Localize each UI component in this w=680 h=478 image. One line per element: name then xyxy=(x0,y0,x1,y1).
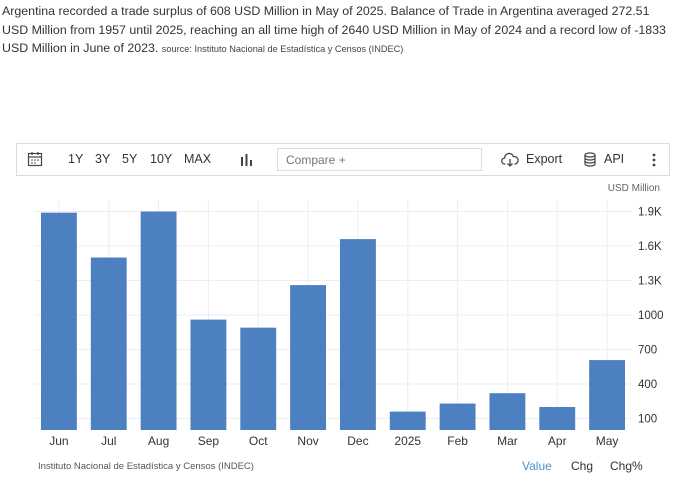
bar-jul[interactable] xyxy=(90,257,127,431)
range-5y-button[interactable]: 5Y xyxy=(122,152,138,166)
more-vertical-icon[interactable] xyxy=(651,153,657,167)
footer-source: Instituto Nacional de Estadística y Cens… xyxy=(38,461,254,472)
database-icon[interactable] xyxy=(584,152,596,167)
bar-nov[interactable] xyxy=(290,285,327,430)
api-button[interactable]: API xyxy=(604,152,625,166)
x-tick-label: Oct xyxy=(249,434,268,448)
range-10y-button[interactable]: 10Y xyxy=(150,152,173,166)
x-tick-label: Nov xyxy=(297,434,318,448)
chart-toolbar: 1Y 3Y 5Y 10Y MAX Export API xyxy=(16,143,670,176)
description-source: source: Instituto Nacional de Estadístic… xyxy=(161,44,404,55)
calendar-icon[interactable] xyxy=(27,151,43,167)
x-tick-label: Jul xyxy=(101,434,116,448)
bar-mar[interactable] xyxy=(489,393,526,430)
description-text: Argentina recorded a trade surplus of 60… xyxy=(2,4,666,56)
compare-input[interactable] xyxy=(277,148,482,171)
y-tick-label: 1000 xyxy=(638,310,664,322)
y-tick-label: 1.3K xyxy=(638,276,662,288)
label-layer: 1.9K 1.6K 1.3K 1000 700 400 100 Jun Jul Aug Sep Oct… xyxy=(49,207,663,449)
bar-sep[interactable] xyxy=(190,319,227,430)
x-tick-label: Sep xyxy=(198,434,220,448)
bar-oct[interactable] xyxy=(240,327,277,430)
x-tick-label: Aug xyxy=(148,434,169,448)
y-tick-label: 700 xyxy=(638,345,657,357)
y-tick-label: 1.9K xyxy=(638,207,662,219)
range-1y-button[interactable]: 1Y xyxy=(68,152,84,166)
x-tick-label: Dec xyxy=(347,434,368,448)
x-tick-label: May xyxy=(596,434,619,448)
export-button[interactable]: Export xyxy=(526,152,563,166)
bar-feb[interactable] xyxy=(439,403,476,430)
range-max-button[interactable]: MAX xyxy=(184,152,212,166)
x-tick-label: Jun xyxy=(49,434,68,448)
bar-layer xyxy=(40,211,626,431)
bar-2025[interactable] xyxy=(389,411,426,430)
x-tick-label: 2025 xyxy=(394,434,421,448)
x-tick-label: Mar xyxy=(497,434,518,448)
bar-chart-icon[interactable] xyxy=(240,153,253,166)
y-tick-label: 400 xyxy=(638,379,657,391)
chart-description: Argentina recorded a trade surplus of 60… xyxy=(2,2,674,59)
y-tick-label: 1.6K xyxy=(638,241,662,253)
bar-jun[interactable] xyxy=(40,212,77,430)
tab-chg-percent[interactable]: Chg% xyxy=(610,459,643,473)
x-tick-label: Feb xyxy=(447,434,468,448)
download-cloud-icon[interactable] xyxy=(501,152,519,167)
trade-balance-chart: 1.9K 1.6K 1.3K 1000 700 400 100 Jun Jul Aug Sep Oct… xyxy=(34,183,664,449)
tab-value[interactable]: Value xyxy=(522,459,552,473)
range-3y-button[interactable]: 3Y xyxy=(95,152,111,166)
bar-dec[interactable] xyxy=(339,239,376,430)
tab-chg[interactable]: Chg xyxy=(571,459,594,473)
x-tick-label: Apr xyxy=(548,434,567,448)
chart-container: 1.9K 1.6K 1.3K 1000 700 400 100 Jun Jul Aug Sep Oct… xyxy=(16,178,670,458)
y-axis-unit: USD Million xyxy=(608,183,660,194)
y-tick-label: 100 xyxy=(638,414,657,426)
bar-apr[interactable] xyxy=(539,407,576,430)
bar-may[interactable] xyxy=(589,360,626,430)
bar-aug[interactable] xyxy=(140,211,177,431)
